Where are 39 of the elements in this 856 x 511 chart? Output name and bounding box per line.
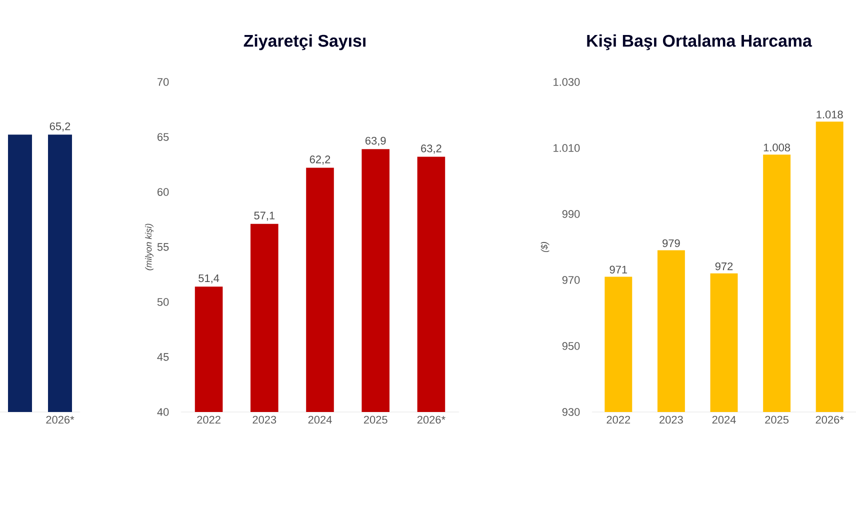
y-tick-label: 70 [158,78,169,86]
y-tick-label: 930 [562,408,580,416]
y-tick-label: 45 [157,353,169,361]
y-tick-label: 55 [157,243,169,251]
chart-title: Ziyaretçi Sayısı [244,34,366,50]
x-tick-label: 2026* [816,416,844,424]
x-tick-label: 2026* [417,416,446,424]
y-tick-label: 990 [562,210,580,218]
data-label: 51,4 [198,274,220,284]
y-tick-label: 40 [157,408,169,416]
y-tick-label: 970 [562,276,580,284]
data-label: 57,1 [254,212,275,221]
x-tick-label: 2024 [712,416,736,424]
data-label: 971 [610,266,628,274]
y-tick-label: 60 [158,188,169,196]
data-label: 972 [715,262,733,270]
y-axis-title: (milyon kişi) [145,224,154,270]
y-tick-label: 1.030 [554,78,580,86]
x-tick-label: 2022 [606,416,630,424]
data-label: 63,2 [421,144,442,154]
chart-title: Kişi Başı Ortalama Harcama [587,34,812,50]
data-label: 63,9 [366,136,386,146]
data-label: 1.008 [764,144,790,152]
x-tick-label: 2022 [197,416,220,424]
y-tick-label: 950 [562,342,580,350]
data-label: 979 [662,239,680,248]
x-tick-label: 2025 [364,416,388,424]
x-tick-label: 2023 [660,416,683,424]
data-label: 62,2 [310,156,330,165]
y-axis-title: ($) [540,242,550,252]
y-tick-label: 1.010 [554,144,580,152]
data-label: 1.018 [816,110,843,118]
x-tick-label: 2025 [765,416,789,424]
x-tick-label: 2024 [308,416,332,424]
x-tick-label: 2023 [252,416,276,424]
y-tick-label: 50 [157,298,169,306]
y-tick-label: 65 [158,133,169,141]
data-label: 65,2 [50,122,70,132]
x-tick-label: 2026* [46,416,74,424]
